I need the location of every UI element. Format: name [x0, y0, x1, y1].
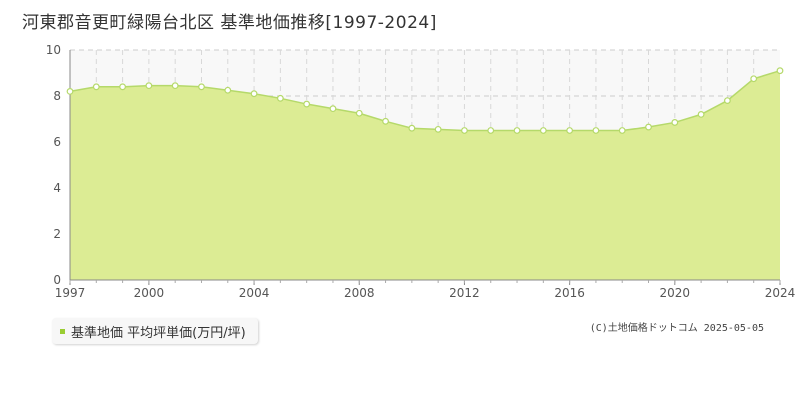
- x-tick-labels: 1997 2000 2004 2008 2012 2016 2020 2024: [55, 286, 796, 300]
- x-tick-label: 2000: [134, 286, 165, 300]
- y-tick-label: 8: [53, 89, 61, 103]
- data-point: [224, 86, 232, 94]
- legend-label: 基準地価 平均坪単価(万円/坪): [71, 325, 246, 341]
- data-point: [276, 94, 284, 102]
- data-point: [198, 83, 205, 91]
- data-point: [539, 127, 547, 134]
- data-point: [618, 127, 626, 134]
- x-tick-label: 1997: [55, 286, 86, 300]
- y-tick-label: 6: [53, 135, 61, 149]
- data-point: [250, 90, 258, 98]
- data-point: [750, 75, 758, 83]
- legend-swatch: [60, 328, 65, 334]
- data-point: [145, 82, 153, 90]
- data-point: [329, 105, 337, 113]
- data-point: [434, 125, 442, 133]
- data-point: [566, 127, 574, 134]
- data-points: [66, 67, 784, 134]
- x-tick-label: 2008: [344, 286, 375, 300]
- series-area: [69, 69, 781, 280]
- x-tick-label: 2024: [765, 286, 796, 300]
- x-tick-label: 2004: [239, 286, 270, 300]
- y-tick-label: 0: [53, 273, 61, 287]
- series-fill: [70, 70, 780, 280]
- data-point: [671, 119, 679, 126]
- data-point: [303, 100, 311, 108]
- data-point: [382, 117, 389, 125]
- data-point: [461, 127, 468, 134]
- y-tick-label: 4: [53, 181, 61, 195]
- data-point: [355, 109, 363, 117]
- chart-title: 河東郡音更町緑陽台北区 基準地価推移[1997-2024]: [22, 13, 437, 33]
- chart-area: 1997 2000 2004 2008 2012 2016 2020 2024 0 2 4 6 8 10: [46, 43, 796, 300]
- data-point: [592, 127, 600, 134]
- y-tick-label: 2: [53, 227, 61, 241]
- x-tick-label: 2020: [660, 286, 691, 300]
- data-point: [487, 127, 495, 134]
- x-tick-label: 2012: [449, 286, 480, 300]
- data-point: [92, 83, 100, 91]
- data-point: [645, 123, 652, 131]
- x-tick-label: 2016: [554, 286, 585, 300]
- data-point: [697, 110, 705, 118]
- legend: 基準地価 平均坪単価(万円/坪): [52, 318, 258, 344]
- copyright-text: (C)土地価格ドットコム 2025-05-05: [589, 323, 764, 334]
- data-point: [119, 83, 126, 91]
- series-line: [69, 69, 781, 132]
- y-tick-labels: 0 2 4 6 8 10: [46, 43, 61, 287]
- data-point: [776, 67, 784, 75]
- data-point: [724, 97, 731, 104]
- data-point: [66, 87, 74, 95]
- data-point: [408, 124, 416, 132]
- data-point: [171, 82, 179, 90]
- data-point: [513, 127, 521, 134]
- axes: [69, 50, 781, 285]
- y-tick-label: 10: [46, 43, 61, 57]
